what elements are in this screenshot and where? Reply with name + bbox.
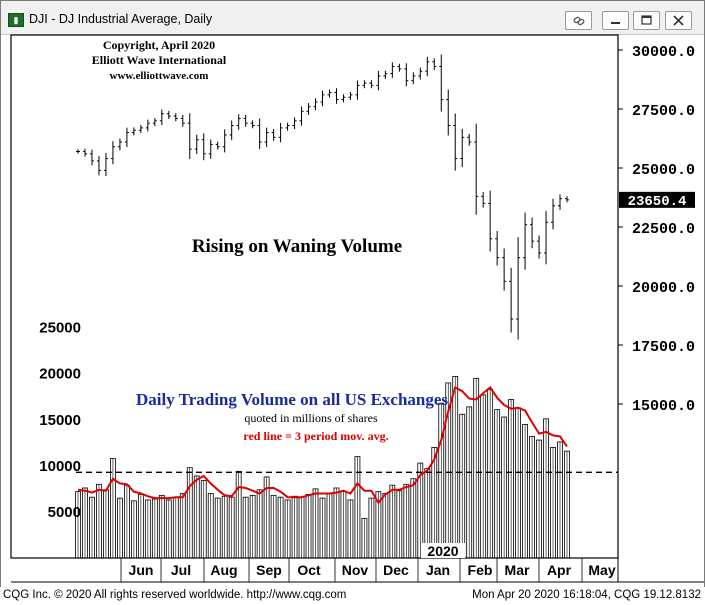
status-bar: CQG Inc. © 2020 All rights reserved worl… xyxy=(0,587,705,605)
month-label: May xyxy=(588,562,615,578)
headline-annotation: Rising on Waning Volume xyxy=(192,236,402,257)
price-series xyxy=(76,54,569,340)
month-label: Oct xyxy=(297,562,321,578)
month-label: Aug xyxy=(210,562,237,578)
volume-series xyxy=(75,376,570,559)
copyright-line-3: www.elliottwave.com xyxy=(110,70,209,82)
month-label: Feb xyxy=(468,562,493,578)
volume-tick-label: 5000 xyxy=(48,504,81,521)
price-tick-label: 20000.0 xyxy=(632,280,695,297)
volume-tick-label: 20000 xyxy=(39,366,81,383)
month-label: Jun xyxy=(129,562,154,578)
price-axis: 30000.0 27500.0 25000.0 22500.0 20000.0 17500… xyxy=(618,44,695,415)
chart-window: ▮ DJI - DJ Industrial Average, Daily 300… xyxy=(0,0,705,588)
moving-average-line xyxy=(77,386,568,505)
last-price-label: 23650.4 xyxy=(628,194,687,210)
status-timestamp: Mon Apr 20 2020 16:18:04, CQG 19.12.8132 xyxy=(472,589,701,601)
month-label: Mar xyxy=(505,562,530,578)
chart-app-icon: ▮ xyxy=(8,13,24,27)
month-label: Sep xyxy=(256,562,282,578)
maximize-icon[interactable] xyxy=(633,11,660,30)
volume-axis: 25000 20000 15000 10000 5000 xyxy=(39,320,81,521)
year-marker: 2020 xyxy=(427,543,458,559)
month-label: Jul xyxy=(171,562,191,578)
volume-tick-label: 15000 xyxy=(39,412,81,429)
status-copyright: CQG Inc. © 2020 All rights reserved worl… xyxy=(3,589,347,601)
close-icon[interactable] xyxy=(665,11,692,30)
minimize-icon[interactable] xyxy=(602,11,629,30)
volume-note: red line = 3 period mov. avg. xyxy=(243,429,388,443)
link-icon[interactable] xyxy=(565,11,592,30)
volume-title: Daily Trading Volume on all US Exchanges xyxy=(136,390,448,409)
price-tick-label: 25000.0 xyxy=(632,162,695,179)
window-title: DJI - DJ Industrial Average, Daily xyxy=(29,12,213,26)
volume-subtitle: quoted in millions of shares xyxy=(244,411,378,425)
copyright-line-2: Elliott Wave International xyxy=(92,53,227,67)
month-label: Jan xyxy=(426,562,450,578)
date-axis: Jun Jul Aug Sep Oct Nov Dec Jan Feb Mar Apr May xyxy=(120,558,616,582)
last-price-marker: 23650.4 xyxy=(619,191,695,210)
price-tick-label: 15000.0 xyxy=(632,398,695,415)
price-tick-label: 17500.0 xyxy=(632,339,695,356)
month-label: Dec xyxy=(383,562,409,578)
chart-area: 30000.0 27500.0 25000.0 22500.0 20000.0 17500… xyxy=(10,34,704,583)
copyright-line-1: Copyright, April 2020 xyxy=(103,38,215,52)
price-tick-label: 30000.0 xyxy=(632,44,695,61)
volume-tick-label: 25000 xyxy=(39,320,81,337)
volume-tick-label: 10000 xyxy=(39,458,81,475)
month-label: Nov xyxy=(342,562,369,578)
month-label: Apr xyxy=(547,562,572,578)
title-bar[interactable]: ▮ DJI - DJ Industrial Average, Daily xyxy=(1,1,704,35)
price-tick-label: 22500.0 xyxy=(632,221,695,238)
plot-frame xyxy=(10,34,619,559)
price-tick-label: 27500.0 xyxy=(632,103,695,120)
